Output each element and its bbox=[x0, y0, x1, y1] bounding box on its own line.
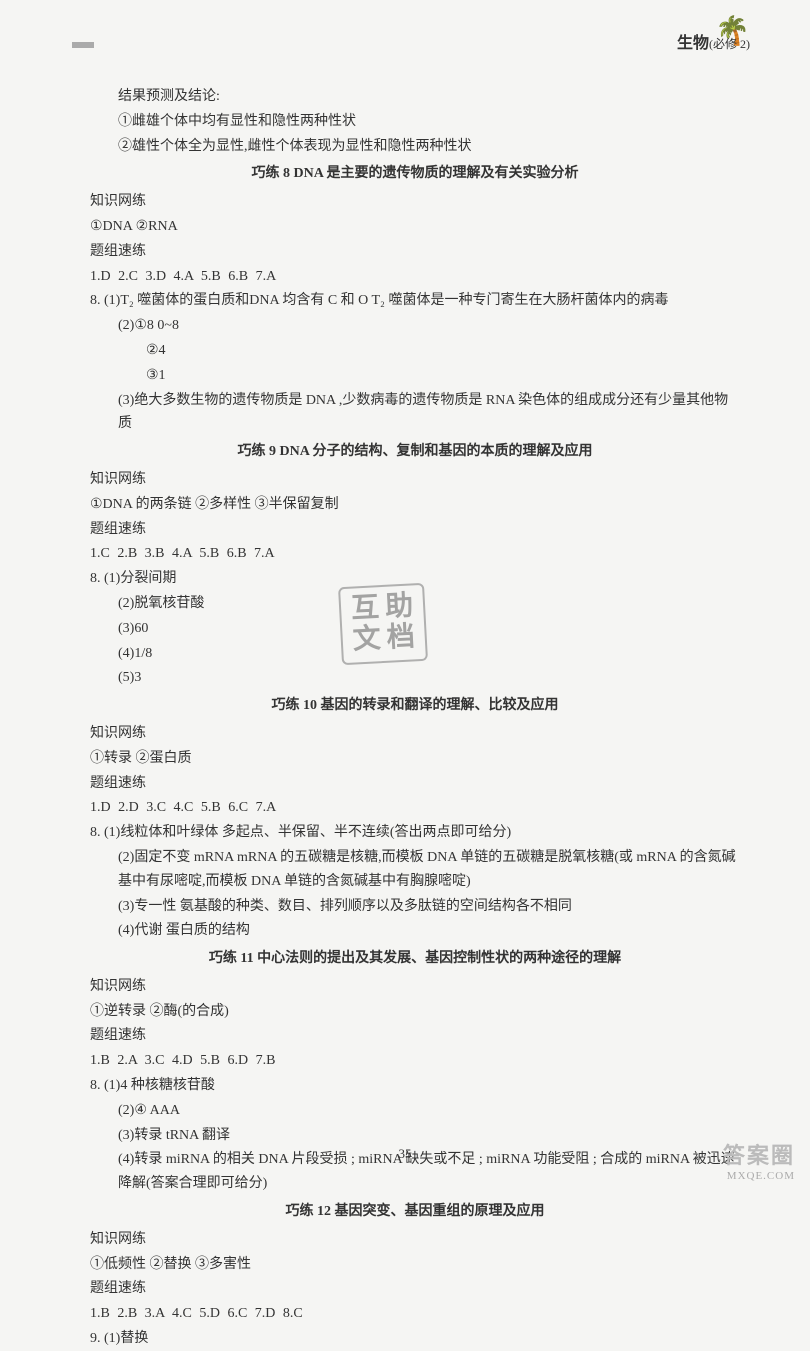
section-title-9: 巧练 9 DNA 分子的结构、复制和基因的本质的理解及应用 bbox=[90, 440, 740, 464]
section-title-12: 巧练 12 基因突变、基因重组的原理及应用 bbox=[90, 1200, 740, 1224]
sub-heading: 题组速练 bbox=[90, 240, 740, 264]
text-line: (2)脱氧核苷酸 bbox=[90, 592, 740, 616]
answer-row: 1.B 2.A 3.C 4.D 5.B 6.D 7.B bbox=[90, 1049, 740, 1073]
sub-heading: 知识网练 bbox=[90, 190, 740, 214]
sub-heading: 题组速练 bbox=[90, 518, 740, 542]
text-line: (2)④ AAA bbox=[90, 1099, 740, 1123]
text-line: ①低频性 ②替换 ③多害性 bbox=[90, 1253, 740, 1277]
text-line: (3)绝大多数生物的遗传物质是 DNA ,少数病毒的遗传物质是 RNA 染色体的… bbox=[90, 389, 740, 437]
text-line: 9. (1)替换 bbox=[90, 1327, 740, 1351]
intro-line: ②雄性个体全为显性,雌性个体表现为显性和隐性两种性状 bbox=[90, 135, 740, 159]
text-line: (3)转录 tRNA 翻译 bbox=[90, 1124, 740, 1148]
text-line: ③1 bbox=[90, 364, 740, 388]
header-subject: 生物(必修 2) bbox=[677, 30, 750, 57]
answer-row: 1.B 2.B 3.A 4.C 5.D 6.C 7.D 8.C bbox=[90, 1302, 740, 1326]
sub-heading: 知识网练 bbox=[90, 1228, 740, 1252]
intro-line: ①雌雄个体中均有显性和隐性两种性状 bbox=[90, 110, 740, 134]
answer-row: 1.D 2.D 3.C 4.C 5.B 6.C 7.A bbox=[90, 796, 740, 820]
corner-cn: 答案圈 bbox=[723, 1143, 795, 1169]
text-line: ①逆转录 ②酶(的合成) bbox=[90, 1000, 740, 1024]
text-line: ①转录 ②蛋白质 bbox=[90, 747, 740, 771]
text-line: ①DNA ②RNA bbox=[90, 215, 740, 239]
sub-heading: 知识网练 bbox=[90, 468, 740, 492]
page-edge-mark bbox=[72, 42, 94, 48]
section-title-10: 巧练 10 基因的转录和翻译的理解、比较及应用 bbox=[90, 694, 740, 718]
text-line: 8. (1)4 种核糖核苷酸 bbox=[90, 1074, 740, 1098]
sub-heading: 题组速练 bbox=[90, 772, 740, 796]
text-line: ②4 bbox=[90, 339, 740, 363]
text-line: 8. (1)分裂间期 bbox=[90, 567, 740, 591]
text-line: ①DNA 的两条链 ②多样性 ③半保留复制 bbox=[90, 493, 740, 517]
sub-heading: 知识网练 bbox=[90, 975, 740, 999]
intro-line: 结果预测及结论: bbox=[90, 85, 740, 109]
sub-heading: 题组速练 bbox=[90, 1277, 740, 1301]
answer-row: 1.C 2.B 3.B 4.A 5.B 6.B 7.A bbox=[90, 542, 740, 566]
document-body: 结果预测及结论: ①雌雄个体中均有显性和隐性两种性状 ②雄性个体全为显性,雌性个… bbox=[90, 85, 740, 1351]
text-line: (4)1/8 bbox=[90, 642, 740, 666]
subject-sub: (必修 2) bbox=[709, 37, 750, 51]
text-line: 8. (1)线粒体和叶绿体 多起点、半保留、半不连续(答出两点即可给分) bbox=[90, 821, 740, 845]
text-line: 8. (1)T₂ 噬菌体的蛋白质和DNA 均含有 C 和 O T₂ 噬菌体是一种… bbox=[90, 289, 740, 313]
subject-text: 生物 bbox=[677, 35, 709, 52]
text-line: (4)转录 miRNA 的相关 DNA 片段受损 ; miRNA 缺失或不足 ;… bbox=[90, 1148, 740, 1196]
corner-en: MXQE.COM bbox=[723, 1170, 795, 1183]
sub-heading: 题组速练 bbox=[90, 1024, 740, 1048]
text-line: (3)专一性 氨基酸的种类、数目、排列顺序以及多肽链的空间结构各不相同 bbox=[90, 895, 740, 919]
text-line: (5)3 bbox=[90, 666, 740, 690]
page-number: 35 bbox=[399, 1143, 412, 1165]
answer-row: 1.D 2.C 3.D 4.A 5.B 6.B 7.A bbox=[90, 265, 740, 289]
sub-heading: 知识网练 bbox=[90, 722, 740, 746]
text-line: (2)固定不变 mRNA mRNA 的五碳糖是核糖,而模板 DNA 单链的五碳糖… bbox=[90, 846, 740, 894]
section-title-11: 巧练 11 中心法则的提出及其发展、基因控制性状的两种途径的理解 bbox=[90, 947, 740, 971]
text-line: (4)代谢 蛋白质的结构 bbox=[90, 919, 740, 943]
text-line: (2)①8 0~8 bbox=[90, 314, 740, 338]
corner-watermark: 答案圈 MXQE.COM bbox=[723, 1143, 795, 1183]
text-line: (3)60 bbox=[90, 617, 740, 641]
section-title-8: 巧练 8 DNA 是主要的遗传物质的理解及有关实验分析 bbox=[90, 162, 740, 186]
